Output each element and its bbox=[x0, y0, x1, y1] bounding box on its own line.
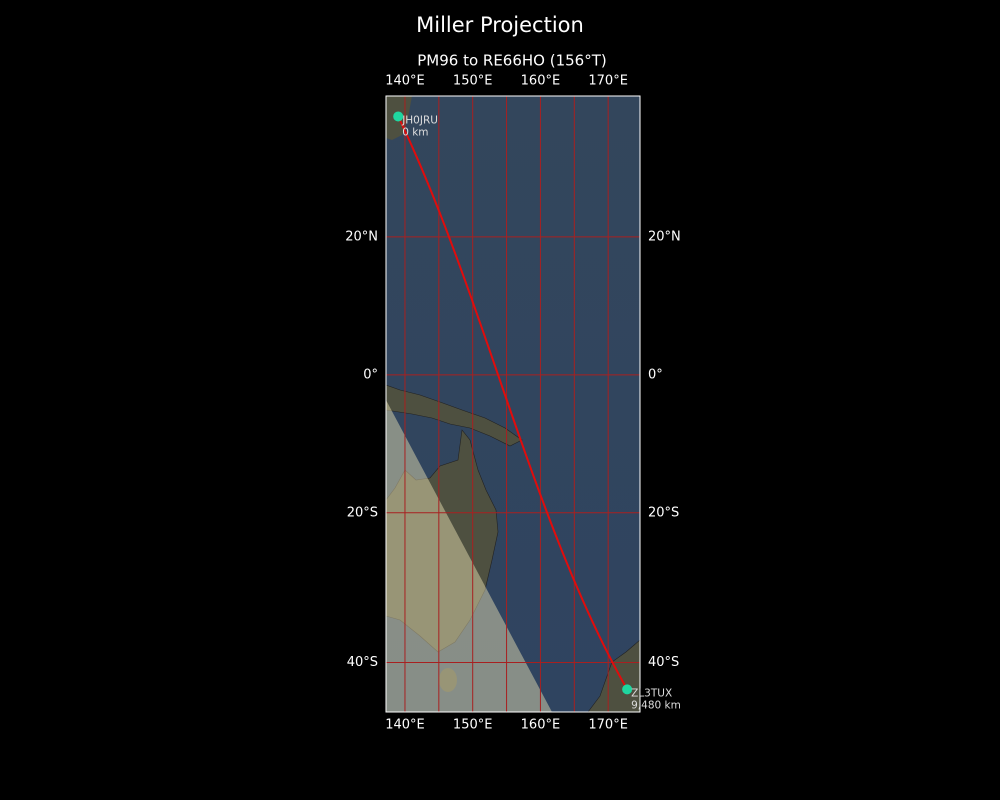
x-tick-label: 150°E bbox=[453, 74, 493, 89]
map-frame bbox=[385, 95, 641, 713]
y-tick-label: 20°S bbox=[347, 505, 378, 520]
x-tick-label: 160°E bbox=[521, 718, 561, 733]
x-tick-label: 150°E bbox=[453, 718, 493, 733]
land bbox=[439, 668, 457, 692]
daylight-region bbox=[386, 400, 552, 712]
station-marker bbox=[393, 111, 404, 122]
y-tick-label: 0° bbox=[648, 367, 663, 382]
station-marker bbox=[622, 684, 633, 695]
y-tick-label: 40°S bbox=[347, 655, 378, 670]
x-tick-label: 170°E bbox=[588, 74, 628, 89]
station-name: ZL3TUX bbox=[631, 687, 672, 699]
chart-subtitle: PM96 to RE66HO (156°T) bbox=[417, 52, 607, 70]
y-tick-label: 20°N bbox=[345, 229, 378, 244]
y-tick-label: 20°S bbox=[648, 505, 679, 520]
chart-title: Miller Projection bbox=[416, 13, 584, 37]
x-tick-label: 140°E bbox=[385, 74, 425, 89]
station-distance: 9,480 km bbox=[631, 699, 681, 711]
x-tick-label: 140°E bbox=[385, 718, 425, 733]
land bbox=[386, 384, 523, 447]
station-name: JH0JRU bbox=[401, 114, 438, 126]
station-distance: 0 km bbox=[402, 126, 428, 138]
x-tick-label: 160°E bbox=[521, 74, 561, 89]
map-background bbox=[386, 96, 640, 712]
route bbox=[397, 116, 629, 690]
y-tick-label: 20°N bbox=[648, 229, 681, 244]
y-tick-label: 40°S bbox=[648, 655, 679, 670]
map-overlay bbox=[386, 96, 640, 712]
y-tick-label: 0° bbox=[363, 367, 378, 382]
land bbox=[386, 429, 499, 653]
x-tick-label: 170°E bbox=[588, 718, 628, 733]
